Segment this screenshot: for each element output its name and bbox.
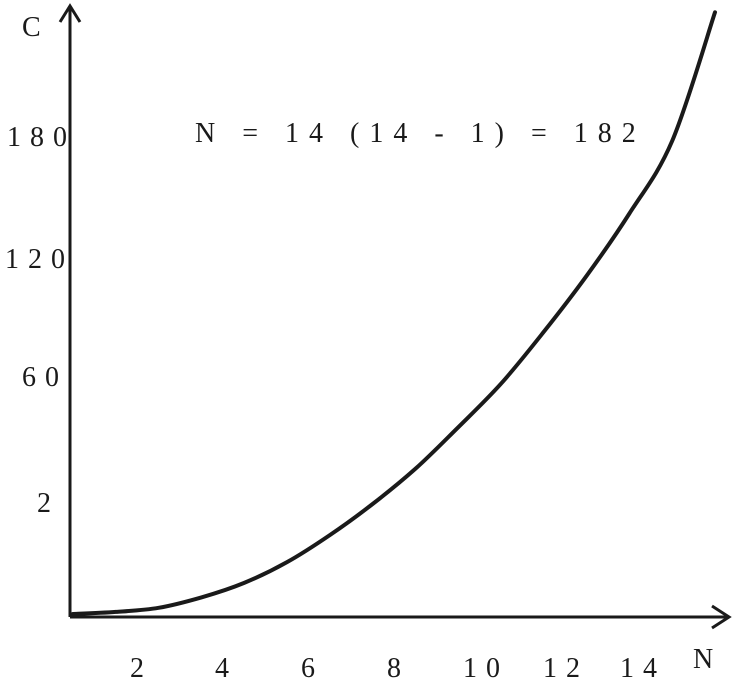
series-line xyxy=(71,10,717,616)
x-axis-arrow xyxy=(711,604,732,630)
y-tick-label: 180 xyxy=(7,122,76,153)
y-tick-label: 2 xyxy=(37,488,60,519)
x-tick-label: 2 xyxy=(130,653,153,682)
x-tick-labels: 2 4 6 8 10 12 14 xyxy=(130,653,666,682)
y-tick-label: 120 xyxy=(5,244,74,275)
y-axis-arrow xyxy=(58,3,82,23)
x-tick-label: 12 xyxy=(543,653,589,682)
x-tick-label: 4 xyxy=(215,653,238,682)
x-tick-label: 8 xyxy=(387,653,410,682)
x-tick-label: 6 xyxy=(301,653,324,682)
y-axis-title: C xyxy=(22,12,41,43)
x-tick-label: 10 xyxy=(463,653,509,682)
formula-annotation: N = 14 (14 - 1) = 182 xyxy=(195,118,646,149)
y-tick-label: 60 xyxy=(22,362,68,393)
x-tick-label: 14 xyxy=(620,653,666,682)
axes xyxy=(58,3,732,630)
x-axis-title: N xyxy=(693,644,713,675)
y-tick-labels: 2 60 120 180 xyxy=(5,122,76,519)
